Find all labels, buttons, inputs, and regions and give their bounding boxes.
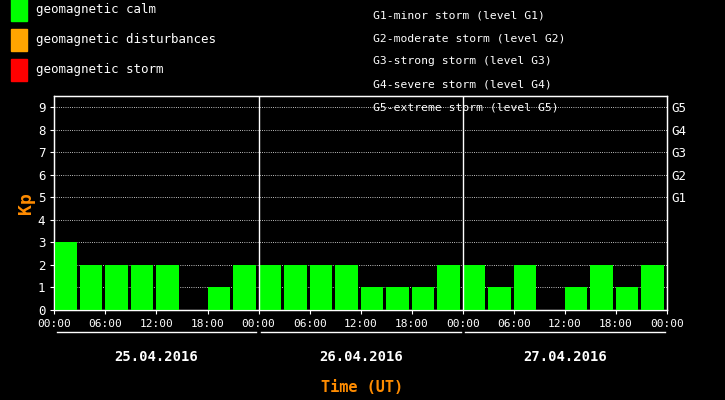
Bar: [207, 288, 230, 310]
Bar: [335, 265, 357, 310]
Bar: [284, 265, 307, 310]
Bar: [157, 265, 179, 310]
Bar: [80, 265, 102, 310]
Bar: [131, 265, 154, 310]
Text: 26.04.2016: 26.04.2016: [319, 350, 402, 364]
Bar: [489, 288, 511, 310]
Y-axis label: Kp: Kp: [17, 192, 35, 214]
Bar: [412, 288, 434, 310]
Bar: [514, 265, 536, 310]
Text: geomagnetic storm: geomagnetic storm: [36, 64, 163, 76]
Bar: [565, 288, 587, 310]
Bar: [386, 288, 409, 310]
Bar: [259, 265, 281, 310]
Text: geomagnetic calm: geomagnetic calm: [36, 4, 156, 16]
Text: G5-extreme storm (level G5): G5-extreme storm (level G5): [373, 103, 559, 113]
Bar: [616, 288, 639, 310]
Bar: [54, 242, 77, 310]
Text: G2-moderate storm (level G2): G2-moderate storm (level G2): [373, 33, 566, 43]
Bar: [310, 265, 332, 310]
Bar: [463, 265, 485, 310]
Bar: [105, 265, 128, 310]
Text: G3-strong storm (level G3): G3-strong storm (level G3): [373, 56, 552, 66]
Bar: [437, 265, 460, 310]
Bar: [642, 265, 664, 310]
Bar: [590, 265, 613, 310]
Text: geomagnetic disturbances: geomagnetic disturbances: [36, 34, 215, 46]
Bar: [360, 288, 383, 310]
Text: 25.04.2016: 25.04.2016: [115, 350, 199, 364]
Bar: [233, 265, 255, 310]
Text: 27.04.2016: 27.04.2016: [523, 350, 607, 364]
Text: Time (UT): Time (UT): [321, 380, 404, 395]
Text: G1-minor storm (level G1): G1-minor storm (level G1): [373, 10, 545, 20]
Text: G4-severe storm (level G4): G4-severe storm (level G4): [373, 80, 552, 90]
